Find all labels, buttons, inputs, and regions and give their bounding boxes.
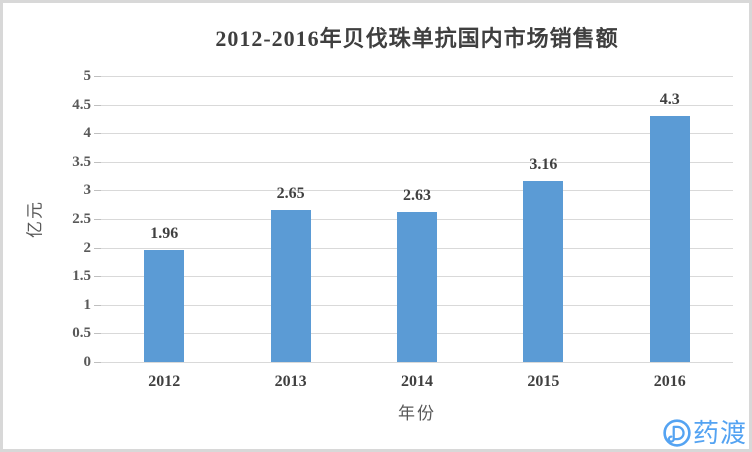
x-tick-label-2012: 2012 [148,373,181,390]
y-tick-label: 4 [83,125,92,142]
y-gridline [101,190,733,192]
value-label-2015: 3.16 [529,156,558,174]
x-tick-label-2015: 2015 [527,373,560,390]
value-label-2013: 2.65 [276,185,305,203]
y-tick-label: 3 [83,182,92,199]
y-tick-label: 5 [83,68,92,84]
x-axis-title: 年份 [398,404,436,423]
pharmacodia-logo: 药渡 [662,418,747,448]
x-tick-label-2014: 2014 [401,373,433,390]
y-gridline [101,76,733,77]
y-axis-tickmark [94,133,101,135]
bar-2012 [144,249,185,362]
y-axis-tickmark [94,219,101,220]
y-axis-tickmark [94,161,101,163]
y-axis-tickmark [94,333,101,335]
bar-2015 [523,181,564,362]
bar-2014 [397,211,437,362]
value-label-2016: 4.3 [659,91,680,109]
y-tick-label: 1 [83,296,92,313]
y-tick-label: 2.5 [72,211,91,227]
value-label-2012: 1.96 [150,224,179,242]
y-axis-tickmark [94,304,101,306]
y-tick-label: 0 [83,354,92,370]
y-tick-label: 2 [83,239,92,256]
x-tick-label-2016: 2016 [653,373,686,390]
pharmacodia-d-icon [663,419,691,447]
y-gridline [101,362,733,363]
y-tick-label: 1.5 [72,268,91,285]
y-tick-label: 4.5 [72,96,91,113]
value-label-2014: 2.63 [403,186,431,204]
y-tick-label: 3.5 [72,153,91,170]
y-axis-tickmark [94,76,101,77]
logo-text: 药渡 [692,418,747,448]
y-axis-tickmark [94,104,101,106]
y-axis-tickmark [94,276,101,278]
y-gridline [101,104,733,106]
y-tick-label: 0.5 [72,325,91,342]
y-gridline [101,133,733,135]
bar-2016 [649,116,690,362]
y-axis-tickmark [94,190,101,192]
plot-area: 0 0.5 1 1.5 2 2.5 3 3.5 4 4.5 5 1.96 2012 2.65 2013 2.6… [3,3,749,449]
y-axis-tickmark [94,362,101,363]
x-tick-label-2013: 2013 [274,373,307,390]
chart-title: 2012-2016年贝伐珠单抗国内市场销售额 [215,26,619,51]
bar-2013 [270,210,311,362]
y-axis-tickmark [94,247,101,249]
y-gridline [101,161,733,163]
